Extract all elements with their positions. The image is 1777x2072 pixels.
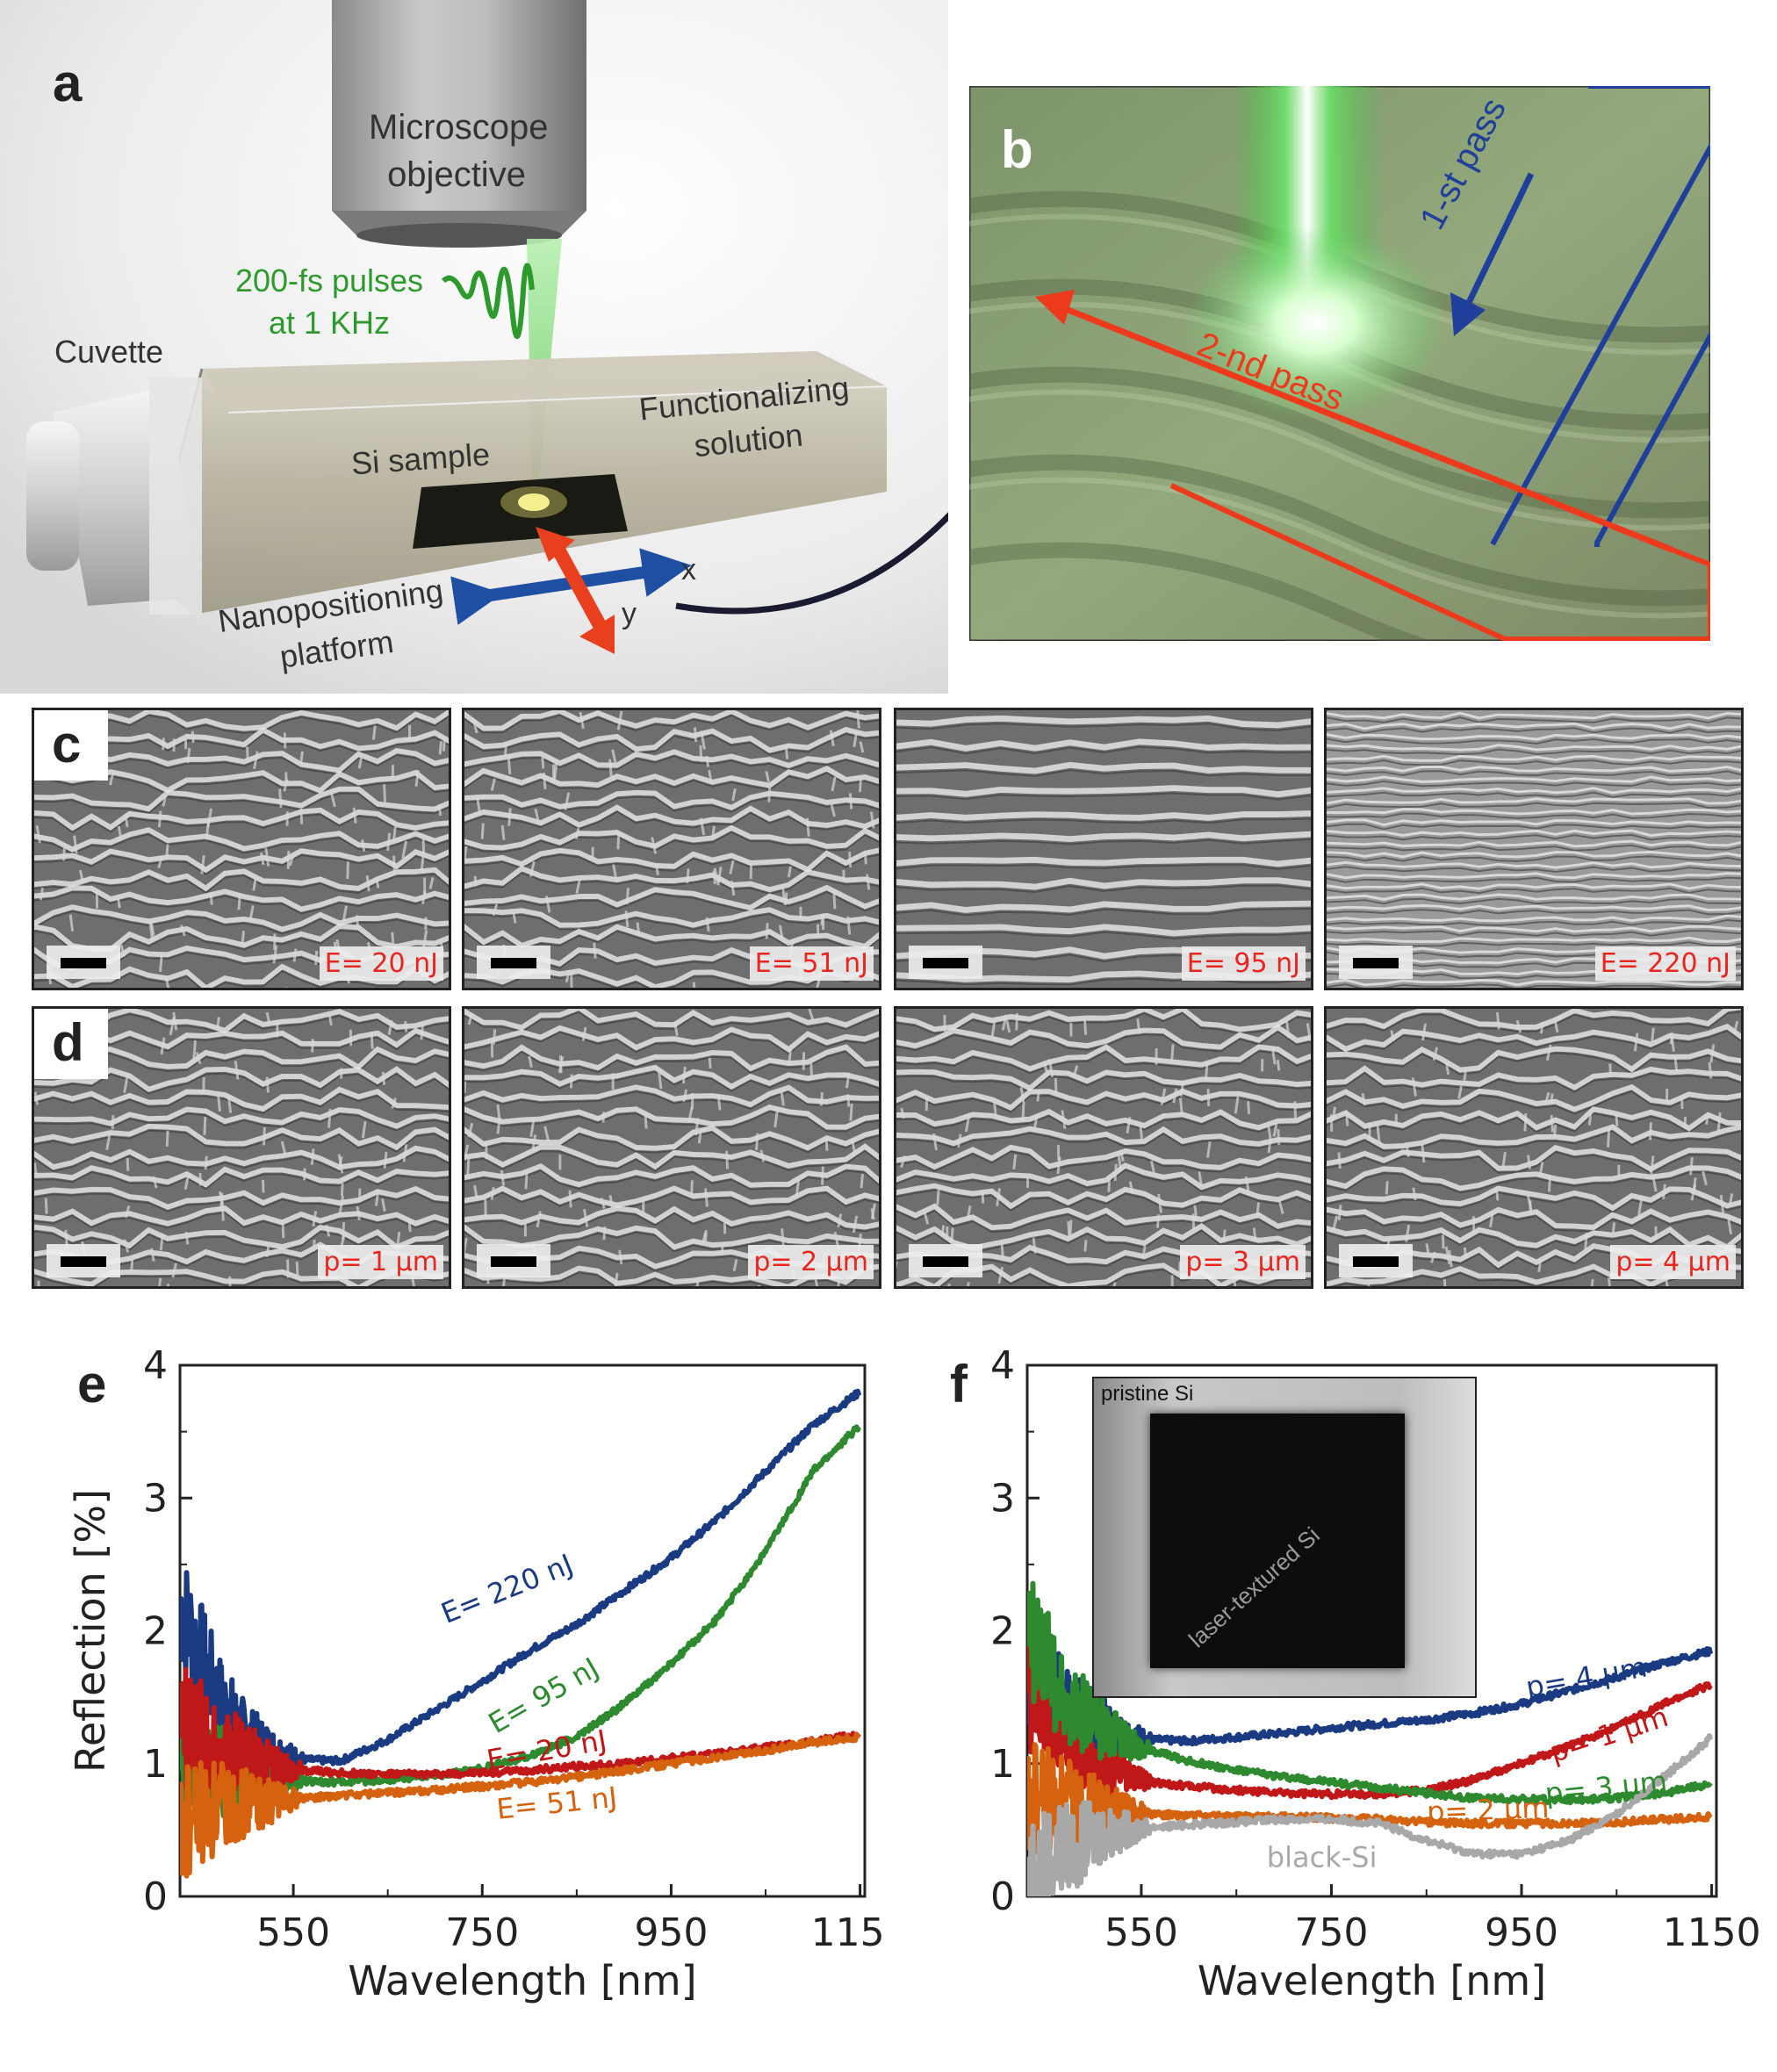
reflection-chart-e: 550 750 950 1150 0 1 2 3 4 Wavelength [nm] Reflect… — [67, 1343, 887, 2004]
x-tick-label: 550 — [1104, 1910, 1178, 1955]
si-sample-chip — [413, 474, 628, 549]
second-pass-arrow — [1055, 302, 1673, 553]
panel-letter-c-box: c — [34, 710, 108, 781]
series-label: p= 1 µm — [1545, 1700, 1672, 1769]
y-tick-label: 1 — [143, 1742, 168, 1787]
series-line — [180, 1666, 861, 1793]
scale-bar — [47, 946, 120, 979]
period-label: p= 4 µm — [1610, 1245, 1736, 1279]
axis-y-label: y — [622, 597, 637, 630]
pristine-si-label: pristine Si — [1101, 1382, 1194, 1406]
x-tick-label: 550 — [256, 1910, 330, 1955]
series-line — [1027, 1618, 1713, 1801]
y-tick-label: 3 — [143, 1476, 168, 1521]
panel-a-illustration — [0, 0, 1025, 694]
sem-tile-c3: E= 95 nJ — [894, 708, 1313, 990]
sem-tile-d3: p= 3 µm — [894, 1006, 1313, 1289]
y-tick-label: 4 — [143, 1343, 168, 1388]
sem-tile-c4: E= 220 nJ — [1324, 708, 1744, 990]
series-line — [1027, 1580, 1713, 1806]
panel-b: b 1-st pass 2-nd pass — [950, 83, 1777, 694]
x-axis-label: Wavelength [nm] — [348, 1957, 696, 2004]
series-line — [1027, 1733, 1714, 1896]
period-label: p= 3 µm — [1180, 1245, 1306, 1279]
sem-tile-d4: p= 4 µm — [1324, 1006, 1744, 1289]
x-tick-label: 1150 — [1663, 1910, 1761, 1955]
series-label: black-Si — [1267, 1841, 1378, 1874]
series-label: p= 3 µm — [1543, 1764, 1669, 1809]
panel-letter-d-box: d — [34, 1009, 108, 1079]
sem-tile-c2: E= 51 nJ — [462, 708, 881, 990]
scale-bar — [1339, 946, 1413, 979]
reflection-chart-f: 550 750 950 1150 0 1 2 3 4 Wavelength [nm] p= 4 µm… — [990, 1343, 1761, 2004]
series-label: E= 51 nJ — [495, 1781, 619, 1826]
series-line — [180, 1731, 861, 1879]
x-tick-label: 750 — [445, 1910, 519, 1955]
energy-label: E= 51 nJ — [749, 946, 874, 981]
laser-spot — [1184, 227, 1448, 420]
sem-tile-d2: p= 2 µm — [462, 1006, 881, 1289]
sem-tile-c1: c E= 20 nJ — [32, 708, 451, 990]
x-tick-label: 750 — [1294, 1910, 1368, 1955]
first-pass-arrow — [1462, 172, 1535, 312]
y-tick-label: 3 — [990, 1476, 1015, 1521]
textured-square — [1150, 1414, 1405, 1668]
pulse-waveform — [441, 263, 535, 339]
sem-tile-d1: d p= 1 µm — [32, 1006, 451, 1289]
series-line — [180, 1388, 862, 1773]
pulses-label-line2: at 1 KHz — [268, 305, 391, 341]
panel-a: a Microscope objective 200-fs pulses at … — [0, 0, 1025, 694]
y-tick-label: 0 — [143, 1874, 168, 1919]
inset-image: pristine Si laser-textured Si — [1092, 1377, 1477, 1698]
y-axis-arrow — [546, 536, 613, 640]
y-tick-label: 1 — [990, 1742, 1015, 1787]
energy-label: E= 220 nJ — [1594, 946, 1736, 981]
objective-body — [332, 0, 586, 211]
y-tick-label: 0 — [990, 1874, 1015, 1919]
energy-label: E= 95 nJ — [1181, 946, 1306, 981]
first-pass-track — [1490, 126, 1723, 546]
scale-bar — [909, 946, 982, 979]
pulses-label-line1: 200-fs pulses — [234, 263, 424, 299]
scale-bar — [47, 1244, 120, 1277]
panel-letter-f: f — [950, 1355, 968, 1414]
x-tick-label: 1150 — [811, 1910, 887, 1955]
objective-label-line2: objective — [387, 155, 526, 194]
x-tick-label: 950 — [634, 1910, 708, 1955]
scale-bar — [909, 1244, 982, 1277]
x-tick-label: 950 — [1485, 1910, 1558, 1955]
y-axis-label: Reflection [%] — [67, 1489, 114, 1773]
panel-letter-b: b — [1001, 120, 1033, 179]
period-label: p= 1 µm — [318, 1245, 443, 1279]
scale-bar — [477, 946, 550, 979]
y-tick-label: 4 — [990, 1343, 1015, 1388]
objective-label: Microscope objective — [369, 104, 549, 198]
period-label: p= 2 µm — [748, 1245, 874, 1279]
y-tick-label: 2 — [143, 1609, 168, 1654]
cuvette-label: Cuvette — [54, 334, 164, 370]
sem-texture — [464, 1009, 879, 1286]
x-axis-label: Wavelength [nm] — [1198, 1957, 1546, 2004]
objective-label-line1: Microscope — [369, 108, 549, 147]
energy-label: E= 20 nJ — [319, 946, 443, 981]
scale-bar — [1339, 1244, 1413, 1277]
sem-texture — [1327, 1009, 1741, 1286]
panel-letter-e: e — [77, 1355, 107, 1414]
y-tick-label: 2 — [990, 1609, 1015, 1654]
panel-letter-a: a — [53, 54, 83, 112]
axis-x-label: x — [681, 553, 696, 586]
sem-texture — [464, 710, 879, 988]
panel-b-illustration — [950, 83, 1777, 694]
series-label: p= 4 µm — [1523, 1650, 1650, 1704]
scale-bar — [477, 1244, 550, 1277]
pulses-label: 200-fs pulses at 1 KHz — [206, 260, 452, 344]
series-label: E= 220 nJ — [436, 1547, 578, 1630]
series-label: p= 2 µm — [1426, 1791, 1550, 1829]
panel-letter-c: c — [52, 715, 82, 773]
panel-letter-d: d — [52, 1013, 84, 1072]
